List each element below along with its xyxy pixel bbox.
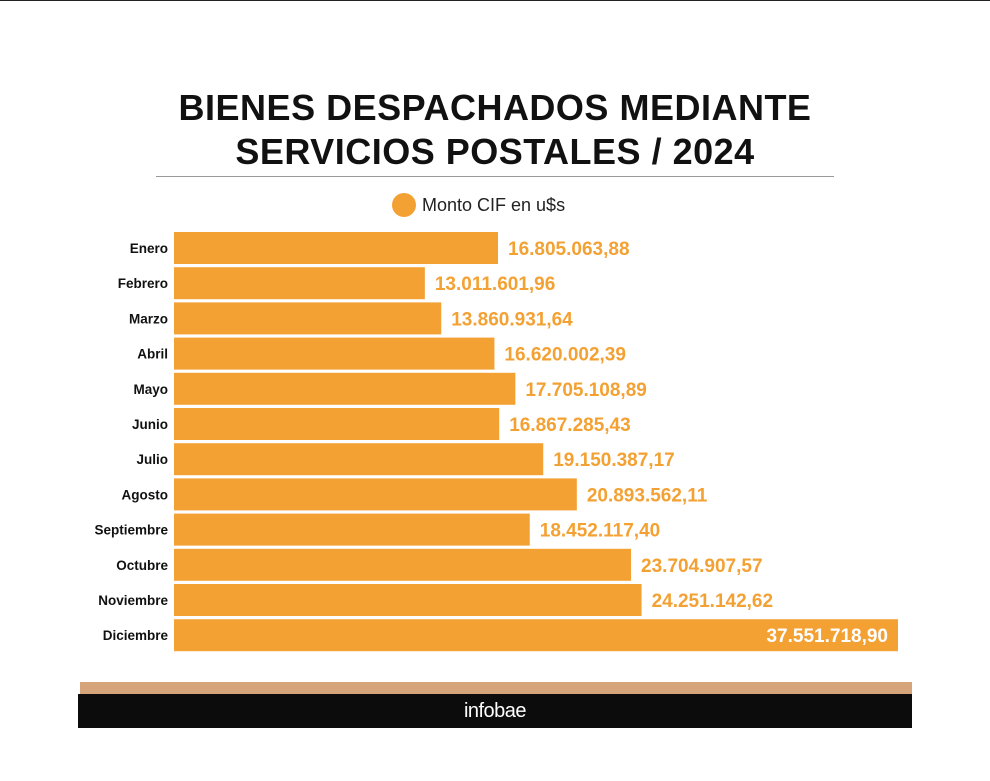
- bar: [174, 443, 544, 476]
- data-label: 20.893.562,11: [587, 485, 708, 506]
- bar: [174, 478, 577, 511]
- data-label: 18.452.117,40: [540, 521, 660, 542]
- chart-title-line-1: BIENES DESPACHADOS MEDIANTE: [178, 87, 812, 128]
- category-label: Enero: [130, 241, 168, 256]
- bar: [174, 408, 500, 440]
- title-divider: [156, 176, 834, 177]
- bar: [174, 232, 499, 264]
- category-label: Marzo: [129, 311, 168, 326]
- category-label: Febrero: [118, 276, 168, 291]
- category-label: Junio: [132, 417, 168, 432]
- category-label: Septiembre: [94, 523, 168, 538]
- bar: [174, 372, 516, 405]
- bar: [174, 267, 425, 300]
- bar: [174, 548, 632, 581]
- data-label: 23.704.907,57: [641, 556, 763, 577]
- data-label: 17.705.108,89: [525, 380, 647, 401]
- category-label: Diciembre: [103, 628, 169, 643]
- footer-accent-bar: [80, 682, 912, 694]
- category-label: Noviembre: [98, 593, 168, 608]
- legend: Monto CIF en u$s: [392, 192, 565, 218]
- bar: [174, 619, 898, 652]
- data-label: 16.867.285,43: [509, 415, 631, 436]
- legend-label: Monto CIF en u$s: [422, 194, 566, 215]
- legend-swatch-icon: [392, 193, 416, 217]
- category-label: Abril: [137, 347, 168, 362]
- data-label: 24.251.142,62: [652, 591, 774, 612]
- footer-bar: infobae: [78, 694, 912, 728]
- chart-title-line-2: SERVICIOS POSTALES / 2024: [235, 131, 755, 172]
- bar: [174, 302, 442, 335]
- bar: [174, 337, 495, 370]
- data-label: 16.805.063,88: [508, 239, 630, 260]
- category-label: Agosto: [122, 487, 169, 502]
- data-label: 19.150.387,17: [553, 450, 675, 471]
- top-border: [0, 0, 990, 1]
- category-label: Mayo: [133, 382, 168, 397]
- category-label: Octubre: [116, 558, 168, 573]
- data-label: 13.011.601,96: [435, 274, 555, 295]
- data-label: 37.551.718,90: [766, 626, 888, 647]
- chart-title: BIENES DESPACHADOS MEDIANTE SERVICIOS PO…: [0, 86, 990, 174]
- category-label: Julio: [136, 452, 168, 467]
- data-label: 16.620.002,39: [504, 345, 626, 366]
- data-label: 13.860.931,64: [451, 309, 573, 330]
- bar: [174, 513, 530, 546]
- bar: [174, 584, 642, 616]
- brand-logo: infobae: [463, 699, 527, 722]
